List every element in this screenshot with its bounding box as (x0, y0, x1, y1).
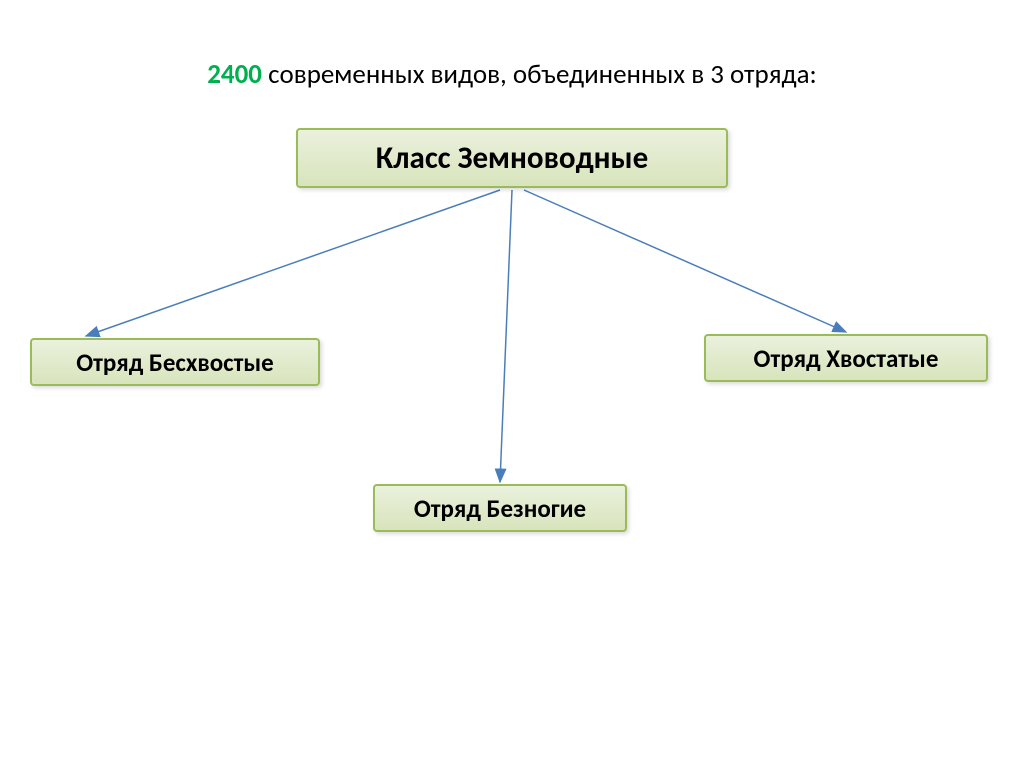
edge-root-left (86, 190, 500, 336)
title-text: современных видов, объединенных в 3 отря… (262, 58, 817, 91)
edge-root-bottom (500, 190, 512, 482)
root-node: Класс Земноводные (296, 128, 728, 188)
right-node-label: Отряд Хвостатые (754, 343, 939, 374)
edge-root-right (524, 190, 846, 332)
diagram-title: 2400 современных видов, объединенных в 3… (0, 58, 1024, 91)
bottom-node-label: Отряд Безногие (414, 493, 586, 524)
right-node: Отряд Хвостатые (704, 334, 988, 382)
left-node-label: Отряд Бесхвостые (76, 347, 274, 378)
title-number: 2400 (207, 58, 262, 91)
left-node: Отряд Бесхвостые (30, 338, 320, 386)
root-node-label: Класс Земноводные (376, 139, 648, 177)
bottom-node: Отряд Безногие (373, 484, 627, 532)
